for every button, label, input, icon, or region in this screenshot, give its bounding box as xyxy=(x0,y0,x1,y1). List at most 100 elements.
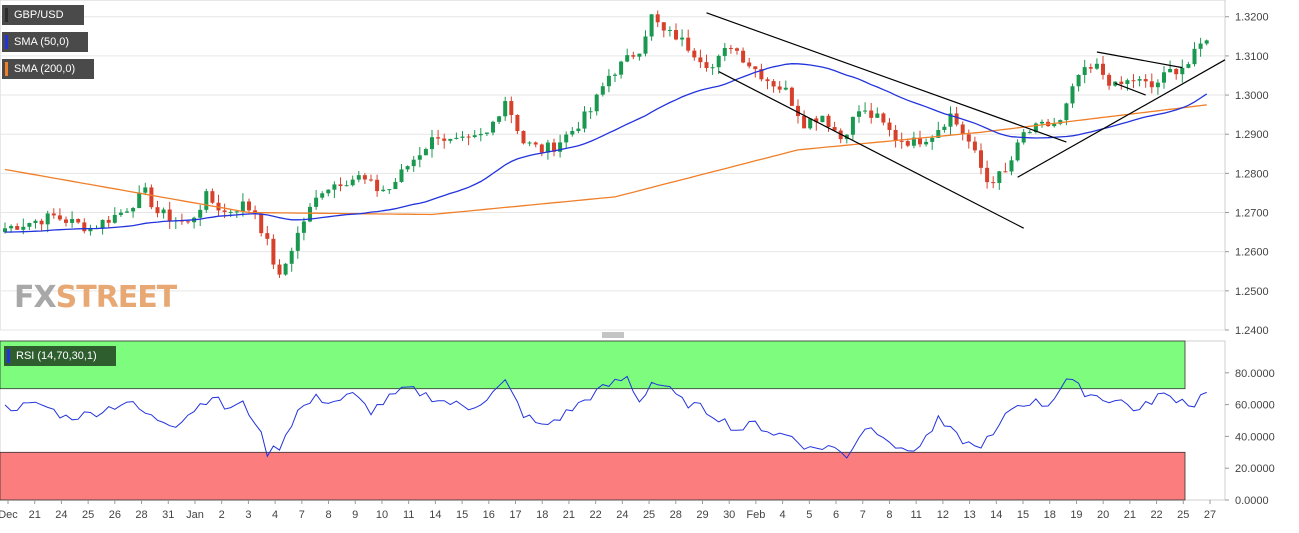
candle-body xyxy=(808,118,813,129)
candle-body xyxy=(9,226,14,229)
legend-pair[interactable]: GBP/USD xyxy=(2,5,84,25)
candle-body xyxy=(936,129,941,138)
candle-body xyxy=(686,37,691,51)
candle-body xyxy=(155,207,160,214)
candle-body xyxy=(972,141,977,151)
candle-body xyxy=(710,67,715,69)
candle-body xyxy=(411,159,416,167)
candle-body xyxy=(320,193,325,198)
candle-body xyxy=(204,191,209,210)
candle-body xyxy=(594,94,599,112)
candle-body xyxy=(619,61,624,75)
candle-body xyxy=(1009,160,1014,172)
legend-sma50-label: SMA (50,0) xyxy=(14,36,70,48)
rsi-oversold-zone xyxy=(0,451,1186,501)
candle-body xyxy=(881,113,886,123)
x-tick-label: 4 xyxy=(780,509,786,521)
candle-body xyxy=(1143,79,1148,82)
candle-body xyxy=(198,209,203,218)
candle-body xyxy=(741,50,746,63)
candle-body xyxy=(51,213,56,216)
x-tick-label: 25 xyxy=(643,509,655,521)
x-tick-label: 21 xyxy=(1124,509,1136,521)
x-tick-label: 7 xyxy=(299,509,305,521)
candle-body xyxy=(484,132,489,134)
x-tick-label: Jan xyxy=(186,509,204,521)
sma200-line xyxy=(4,104,1207,216)
x-tick-label: 12 xyxy=(937,509,949,521)
candle-body xyxy=(674,30,678,40)
candle-body xyxy=(948,113,953,127)
candle-body xyxy=(789,87,794,106)
candle-body xyxy=(869,110,874,118)
x-tick-label: 5 xyxy=(806,509,812,521)
candle-body xyxy=(234,211,239,213)
x-tick-label: 22 xyxy=(590,509,602,521)
candle-body xyxy=(326,189,331,194)
candle-body xyxy=(747,62,752,67)
candle-body xyxy=(405,166,410,170)
candle-body xyxy=(118,212,123,215)
legend-sma200[interactable]: SMA (200,0) xyxy=(2,59,94,79)
x-tick-label: 9 xyxy=(352,509,358,521)
candle-body xyxy=(863,110,868,112)
candle-body xyxy=(539,144,544,153)
candle-body xyxy=(649,14,654,37)
x-tick-label: 18 xyxy=(1044,509,1056,521)
candle-body xyxy=(570,130,575,135)
legend-rsi[interactable]: RSI (14,70,30,1) xyxy=(4,346,116,366)
candle-body xyxy=(991,182,996,184)
candle-body xyxy=(448,138,453,141)
x-tick-label: 25 xyxy=(1177,509,1189,521)
candle-body xyxy=(1101,63,1105,75)
legend-sma50[interactable]: SMA (50,0) xyxy=(2,32,88,52)
candle-body xyxy=(985,167,990,183)
candle-body xyxy=(88,228,93,232)
price-y-tick-label: 1.2900 xyxy=(1235,129,1269,141)
x-tick-label: 28 xyxy=(670,509,682,521)
candle-body xyxy=(1088,67,1093,69)
candle-body xyxy=(137,192,142,209)
x-tick-label: 10 xyxy=(376,509,388,521)
candle-body xyxy=(472,135,477,138)
legend-sma200-label: SMA (200,0) xyxy=(14,63,76,75)
candle-body xyxy=(39,220,44,225)
candle-body xyxy=(527,142,532,144)
watermark-street: STREET xyxy=(55,280,178,315)
candle-body xyxy=(100,219,105,229)
candle-body xyxy=(783,87,788,90)
x-tick-label: 25 xyxy=(82,509,94,521)
candle-body xyxy=(918,137,922,145)
x-tick-label: 29 xyxy=(696,509,708,521)
candle-body xyxy=(911,137,916,146)
candle-body xyxy=(600,86,605,95)
candle-body xyxy=(210,191,215,203)
pane-resize-handle[interactable] xyxy=(602,332,624,338)
candle-body xyxy=(704,62,709,69)
candle-body xyxy=(832,127,837,131)
candle-body xyxy=(393,181,398,190)
candle-body xyxy=(1052,123,1057,127)
candle-body xyxy=(802,115,807,129)
sma50-line xyxy=(4,63,1208,233)
candle-body xyxy=(826,115,831,128)
x-tick-label: Dec xyxy=(0,509,18,521)
candle-body xyxy=(1070,86,1075,104)
candle-body xyxy=(716,55,721,68)
candle-body xyxy=(857,111,861,117)
x-tick-label: 27 xyxy=(1204,509,1216,521)
candle-body xyxy=(997,171,1002,184)
x-tick-label: 28 xyxy=(135,509,147,521)
candle-body xyxy=(899,140,904,142)
candle-body xyxy=(588,111,593,113)
candle-body xyxy=(1137,79,1142,81)
candle-body xyxy=(27,222,32,227)
candle-body xyxy=(1186,64,1191,68)
candle-body xyxy=(552,142,556,152)
candle-body xyxy=(1033,123,1038,133)
x-tick-label: 24 xyxy=(55,509,67,521)
candle-body xyxy=(369,179,373,181)
candle-body xyxy=(417,155,422,160)
candle-body xyxy=(222,210,227,212)
price-y-tick-label: 1.2400 xyxy=(1235,325,1269,337)
